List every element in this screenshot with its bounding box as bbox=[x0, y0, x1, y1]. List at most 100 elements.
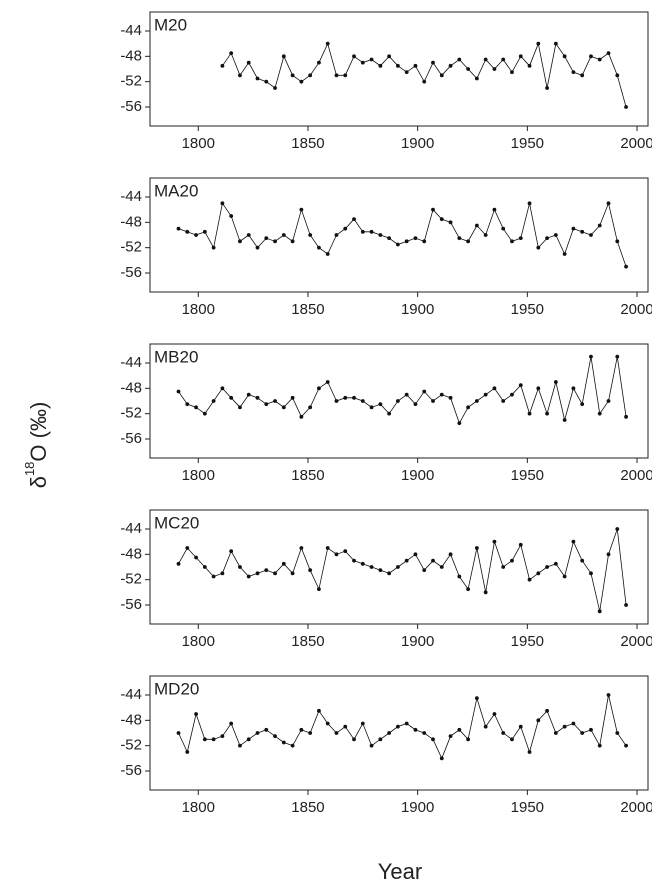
data-point bbox=[290, 743, 295, 748]
data-point bbox=[369, 229, 374, 234]
data-point bbox=[264, 79, 269, 84]
data-point bbox=[624, 743, 628, 748]
data-point bbox=[431, 60, 435, 65]
data-point bbox=[474, 546, 479, 550]
data-point bbox=[211, 574, 216, 579]
data-point bbox=[457, 236, 462, 241]
data-point bbox=[545, 236, 549, 241]
data-point bbox=[466, 239, 471, 244]
y-tick-label: -48 bbox=[120, 545, 142, 562]
data-point bbox=[211, 245, 216, 250]
data-point bbox=[571, 539, 576, 544]
data-point bbox=[597, 57, 602, 62]
data-point bbox=[510, 70, 514, 75]
data-point bbox=[229, 549, 234, 554]
data-point bbox=[448, 63, 453, 68]
data-point bbox=[317, 587, 321, 592]
x-tick-label: 2000 bbox=[620, 799, 652, 816]
data-point bbox=[615, 239, 620, 244]
data-point bbox=[220, 63, 225, 68]
data-point bbox=[378, 402, 383, 407]
data-point bbox=[606, 552, 611, 557]
data-point bbox=[185, 402, 190, 407]
data-point bbox=[589, 354, 593, 359]
data-point bbox=[457, 574, 462, 579]
data-point bbox=[246, 574, 251, 579]
data-point bbox=[518, 383, 523, 388]
x-tick-label: 1950 bbox=[511, 633, 544, 650]
x-tick-label: 1900 bbox=[401, 135, 434, 152]
y-tick-label: -52 bbox=[120, 405, 142, 422]
x-tick-label: 1850 bbox=[291, 135, 324, 152]
data-point bbox=[290, 73, 295, 78]
data-point bbox=[404, 392, 409, 397]
data-point bbox=[527, 201, 532, 206]
y-tick-label: -44 bbox=[120, 686, 142, 703]
data-point bbox=[211, 737, 216, 742]
y-tick-label: -44 bbox=[120, 520, 142, 537]
x-tick-label: 1800 bbox=[182, 135, 215, 152]
data-point bbox=[448, 395, 453, 400]
x-tick-label: 1800 bbox=[182, 301, 215, 318]
data-point bbox=[562, 418, 567, 422]
x-tick-label: 1950 bbox=[511, 467, 544, 484]
data-point bbox=[527, 577, 532, 582]
y-title-rest: O (‰) bbox=[26, 402, 51, 462]
x-tick-label: 1850 bbox=[291, 799, 324, 816]
data-point bbox=[360, 721, 365, 726]
data-point bbox=[369, 405, 374, 410]
data-point bbox=[431, 399, 435, 403]
data-point bbox=[378, 233, 383, 237]
data-point bbox=[474, 223, 479, 228]
data-point bbox=[369, 57, 374, 62]
data-point bbox=[308, 233, 313, 237]
data-point bbox=[396, 63, 400, 68]
data-point bbox=[185, 229, 190, 234]
x-tick-label: 1850 bbox=[291, 467, 324, 484]
data-point bbox=[334, 399, 339, 403]
data-point bbox=[501, 399, 506, 403]
data-point bbox=[553, 380, 558, 384]
data-point bbox=[439, 565, 444, 569]
data-point bbox=[299, 79, 304, 84]
data-point bbox=[202, 411, 207, 416]
data-point bbox=[492, 67, 497, 71]
data-point bbox=[597, 223, 602, 228]
data-point bbox=[396, 242, 400, 247]
data-point bbox=[545, 411, 549, 416]
data-point bbox=[501, 226, 506, 231]
data-point bbox=[185, 546, 190, 550]
data-point bbox=[466, 405, 471, 410]
data-point bbox=[194, 712, 198, 716]
data-point bbox=[404, 721, 409, 726]
data-point bbox=[194, 555, 198, 560]
series-line bbox=[178, 694, 627, 760]
data-point bbox=[176, 561, 181, 566]
data-point bbox=[431, 737, 435, 742]
data-point bbox=[553, 41, 558, 46]
data-point bbox=[387, 236, 392, 241]
data-point bbox=[518, 54, 523, 59]
data-point bbox=[536, 386, 541, 391]
data-point bbox=[325, 546, 330, 550]
data-point bbox=[255, 395, 260, 400]
data-point bbox=[343, 549, 348, 554]
data-point bbox=[439, 217, 444, 222]
data-point bbox=[518, 236, 523, 241]
y-tick-label: -48 bbox=[120, 213, 142, 230]
data-point bbox=[352, 217, 356, 222]
data-point bbox=[264, 727, 269, 732]
data-point bbox=[439, 73, 444, 78]
data-point bbox=[299, 546, 304, 550]
data-point bbox=[553, 731, 558, 735]
plot-frame bbox=[149, 177, 649, 293]
y-tick-label: -56 bbox=[120, 98, 142, 115]
data-point bbox=[220, 386, 225, 391]
x-tick-label: 2000 bbox=[620, 467, 652, 484]
data-point bbox=[422, 239, 427, 244]
data-point bbox=[457, 57, 462, 62]
data-point bbox=[448, 734, 453, 739]
data-point bbox=[510, 239, 514, 244]
series-line bbox=[178, 528, 627, 612]
data-point bbox=[238, 565, 242, 569]
